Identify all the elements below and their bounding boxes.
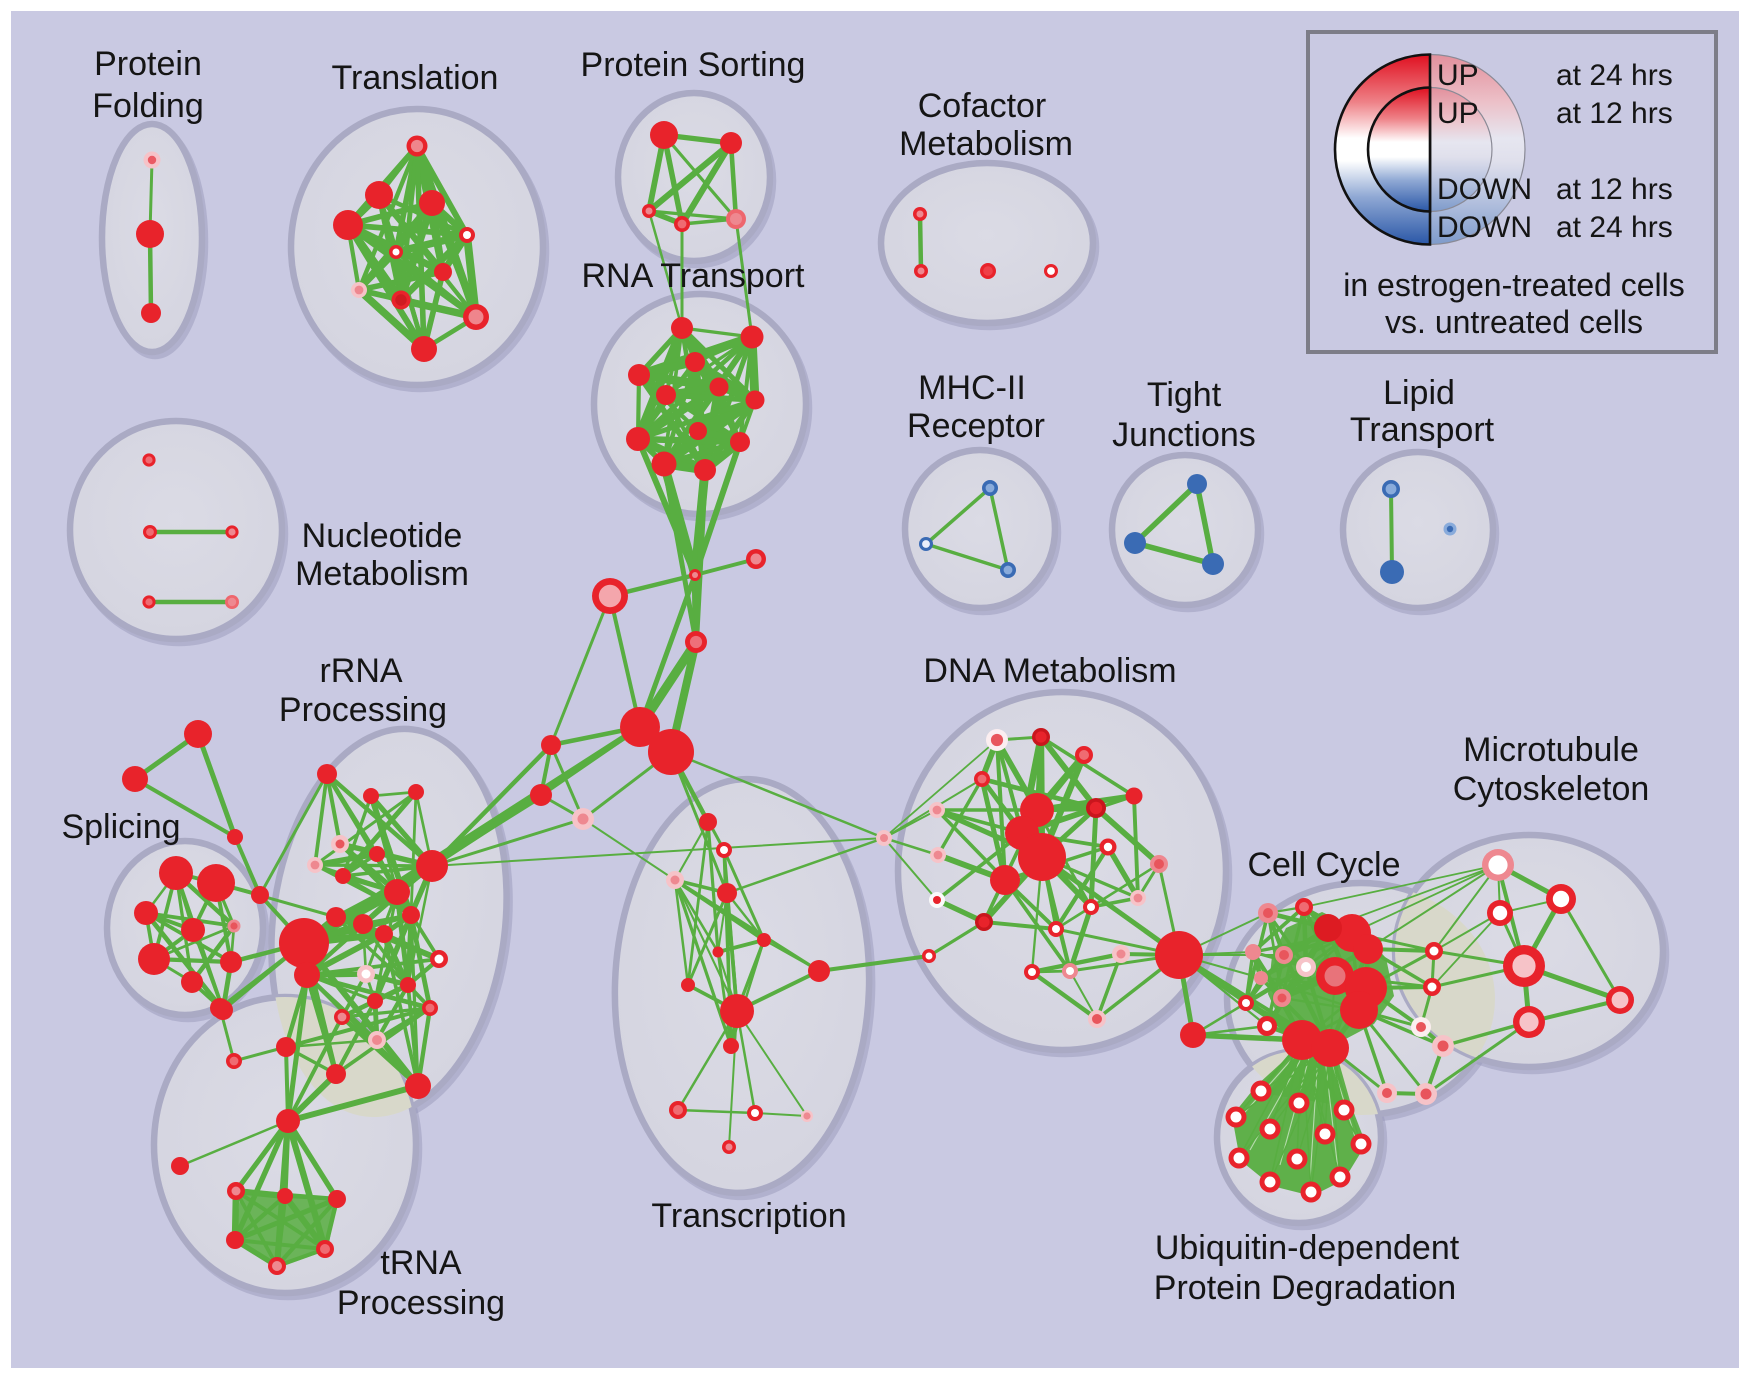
svg-text:Metabolism: Metabolism bbox=[899, 125, 1073, 163]
svg-text:UP: UP bbox=[1437, 97, 1479, 130]
svg-text:at 24 hrs: at 24 hrs bbox=[1556, 211, 1673, 244]
svg-text:RNA Transport: RNA Transport bbox=[582, 257, 806, 295]
svg-text:Protein Degradation: Protein Degradation bbox=[1154, 1269, 1456, 1307]
svg-text:Protein Sorting: Protein Sorting bbox=[581, 46, 806, 84]
svg-text:DOWN: DOWN bbox=[1437, 211, 1532, 244]
svg-text:Splicing: Splicing bbox=[61, 808, 180, 846]
svg-text:Receptor: Receptor bbox=[907, 407, 1045, 445]
svg-text:Metabolism: Metabolism bbox=[295, 555, 469, 593]
svg-text:Cytoskeleton: Cytoskeleton bbox=[1453, 770, 1650, 808]
svg-text:vs. untreated cells: vs. untreated cells bbox=[1385, 304, 1643, 340]
svg-text:Protein: Protein bbox=[94, 45, 202, 83]
svg-text:Microtubule: Microtubule bbox=[1463, 731, 1639, 769]
svg-text:Cell Cycle: Cell Cycle bbox=[1247, 846, 1400, 884]
svg-text:Processing: Processing bbox=[337, 1284, 505, 1322]
svg-text:tRNA: tRNA bbox=[380, 1244, 462, 1282]
svg-text:Folding: Folding bbox=[92, 87, 204, 125]
svg-text:at 12 hrs: at 12 hrs bbox=[1556, 97, 1673, 130]
svg-text:Nucleotide: Nucleotide bbox=[302, 517, 463, 555]
svg-text:DNA Metabolism: DNA Metabolism bbox=[923, 652, 1176, 690]
svg-text:rRNA: rRNA bbox=[319, 652, 402, 690]
svg-text:in estrogen-treated cells: in estrogen-treated cells bbox=[1343, 267, 1685, 303]
svg-text:Cofactor: Cofactor bbox=[918, 87, 1047, 125]
svg-text:DOWN: DOWN bbox=[1437, 173, 1532, 206]
svg-text:Junctions: Junctions bbox=[1112, 416, 1256, 454]
svg-text:Ubiquitin-dependent: Ubiquitin-dependent bbox=[1155, 1229, 1460, 1267]
svg-text:Transcription: Transcription bbox=[651, 1197, 846, 1235]
svg-text:Lipid: Lipid bbox=[1383, 374, 1455, 412]
svg-text:at 12 hrs: at 12 hrs bbox=[1556, 173, 1673, 206]
svg-text:Processing: Processing bbox=[279, 691, 447, 729]
svg-text:UP: UP bbox=[1437, 59, 1479, 92]
svg-text:Translation: Translation bbox=[332, 59, 499, 97]
svg-text:at 24 hrs: at 24 hrs bbox=[1556, 59, 1673, 92]
svg-text:MHC-II: MHC-II bbox=[918, 369, 1026, 407]
svg-text:Tight: Tight bbox=[1147, 376, 1222, 414]
svg-text:Transport: Transport bbox=[1350, 411, 1495, 449]
